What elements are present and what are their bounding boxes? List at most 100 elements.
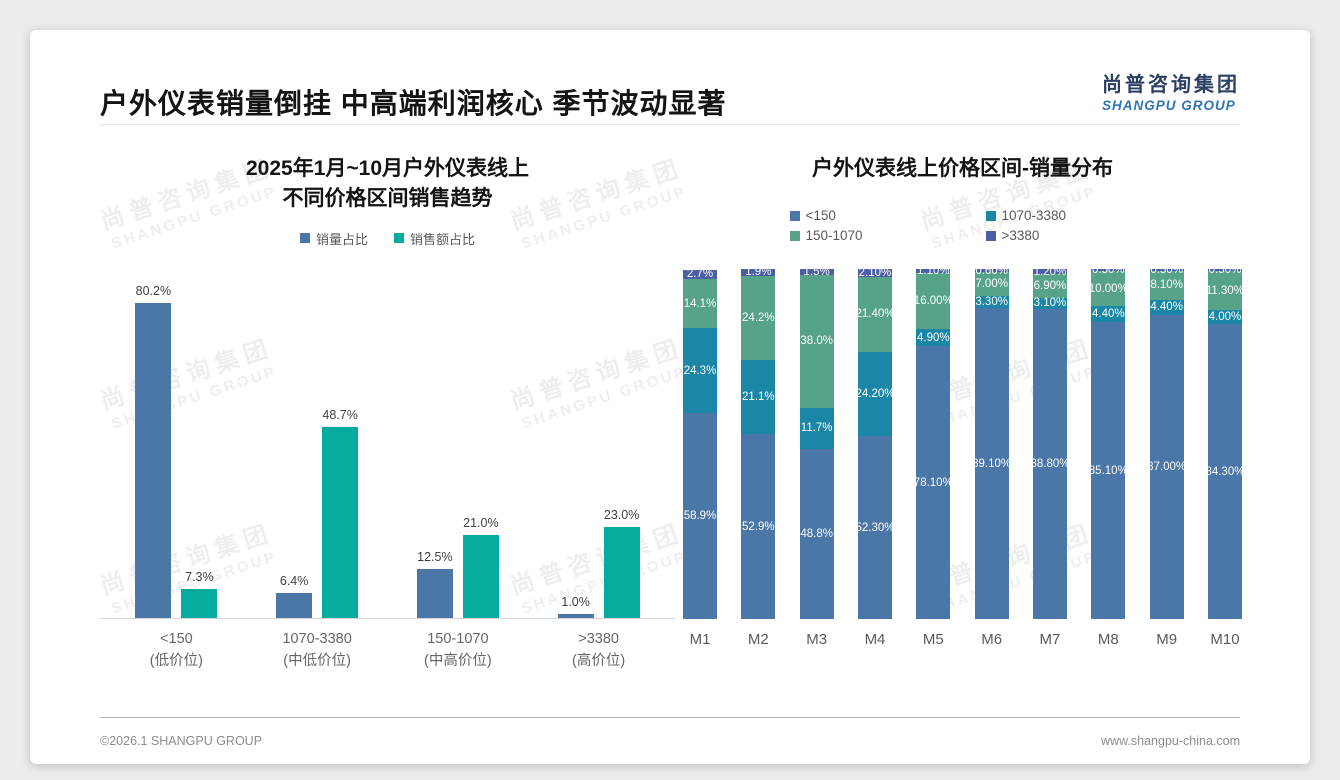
left-chart-plot: 80.2% 7.3% 6.4% 48.7% 12.5% 21.0% 1.0% 23.0% bbox=[100, 284, 675, 619]
bar-segment: 1.10% bbox=[916, 265, 951, 277]
x-axis-label: 1070-3380 (中低价位) bbox=[267, 629, 367, 673]
footer: ©2026.1 SHANGPU GROUP www.shangpu-china.… bbox=[100, 734, 1240, 748]
bar: 80.2% bbox=[135, 284, 172, 618]
bar-segment: 10.00% bbox=[1089, 271, 1128, 307]
bar-segment: 11.7% bbox=[799, 407, 834, 449]
segment-value-label: 48.8% bbox=[800, 528, 833, 541]
segment-value-label: 2.7% bbox=[686, 268, 714, 281]
legend-item: >3380 bbox=[985, 228, 1136, 244]
bar-segment: 24.20% bbox=[855, 351, 895, 437]
right-chart-legend: <150 1070-3380 150-1070 >3380 bbox=[675, 208, 1250, 243]
x-axis-label: M3 bbox=[806, 631, 828, 649]
segment-value-label: 0.50% bbox=[1091, 264, 1125, 277]
x-axis-label: M7 bbox=[1039, 631, 1061, 649]
legend-label: 1070-3380 bbox=[1001, 208, 1067, 224]
legend-item: <150 bbox=[789, 208, 940, 224]
x-axis-label: M9 bbox=[1156, 631, 1178, 649]
bar-segment: 38.0% bbox=[799, 274, 834, 408]
segment-value-label: 1.20% bbox=[1033, 265, 1067, 278]
segment-value-label: 3.30% bbox=[975, 295, 1008, 308]
bar-segment: 11.30% bbox=[1206, 270, 1244, 311]
legend-label: >3380 bbox=[1001, 228, 1040, 244]
legend-swatch bbox=[789, 230, 800, 241]
stacked-bar: 0.60% 7.00% 3.30% 89.10% bbox=[972, 265, 1011, 620]
legend-label: 150-1070 bbox=[805, 228, 863, 244]
segment-value-label: 58.9% bbox=[683, 510, 717, 523]
legend-label: 销量占比 bbox=[315, 231, 368, 247]
bar-segment: 0.50% bbox=[1207, 264, 1242, 276]
bar-segment: 52.9% bbox=[741, 434, 776, 620]
segment-value-label: 4.40% bbox=[1091, 307, 1125, 320]
legend-swatch bbox=[985, 210, 996, 221]
bar-value-label: 1.0% bbox=[561, 594, 590, 609]
page-title: 户外仪表销量倒挂 中高端利润核心 季节波动显著 bbox=[100, 88, 727, 119]
bar-segment: 3.10% bbox=[1032, 297, 1067, 310]
bar-value-label: 80.2% bbox=[135, 283, 172, 298]
bar-value-label: 48.7% bbox=[322, 407, 358, 422]
x-axis-label: 150-1070 (中高价位) bbox=[408, 629, 508, 673]
bar-segment: 87.00% bbox=[1147, 314, 1186, 620]
slide-card: 尚普咨询集团 SHANGPU GROUP 尚普咨询集团 SHANGPU GROUP 尚普… bbox=[30, 30, 1310, 764]
logo-chinese-text: 尚普咨询集团 bbox=[1102, 74, 1240, 96]
legend-label: <150 bbox=[805, 208, 836, 224]
bar-segment: 24.2% bbox=[741, 275, 776, 361]
right-chart-stacked-bar: 户外仪表线上价格区间-销量分布 <150 1070-3380 150-1070 >33… bbox=[675, 132, 1250, 672]
bar-segment: 4.90% bbox=[916, 328, 951, 347]
stacked-bar: 2.7% 14.1% 24.3% 58.9% bbox=[683, 268, 717, 620]
stacked-bar: 0.50% 11.30% 4.00% 84.30% bbox=[1205, 264, 1244, 620]
bar-segment: 84.30% bbox=[1205, 324, 1244, 620]
bar-segment: 78.10% bbox=[914, 346, 953, 620]
footer-divider bbox=[100, 717, 1240, 718]
bar: 6.4% bbox=[276, 574, 313, 618]
segment-value-label: 6.90% bbox=[1033, 279, 1067, 292]
bar-value-label: 7.3% bbox=[185, 570, 214, 585]
segment-value-label: 4.00% bbox=[1208, 311, 1242, 324]
segment-value-label: 52.9% bbox=[742, 520, 775, 533]
bar-segment: 24.3% bbox=[683, 328, 717, 414]
footer-copyright: ©2026.1 SHANGPU GROUP bbox=[100, 734, 263, 748]
segment-value-label: 24.3% bbox=[683, 364, 717, 377]
stacked-bar: 1.10% 16.00% 4.90% 78.10% bbox=[914, 265, 953, 620]
left-chart-grouped-bar: 2025年1月~10月户外仪表线上 不同价格区间销售趋势 销量占比 销售额占比 80… bbox=[100, 132, 675, 672]
bar: 48.7% bbox=[322, 408, 359, 618]
bar-segment: 48.8% bbox=[799, 448, 834, 620]
bar-group: 12.5% 21.0% bbox=[416, 288, 499, 618]
left-chart-x-axis: <150 (低价位) 1070-3380 (中低价位) 150-1070 (中高价位) >3… bbox=[100, 629, 675, 673]
segment-value-label: 24.20% bbox=[855, 388, 895, 400]
legend-item: 1070-3380 bbox=[985, 208, 1136, 224]
segment-value-label: 0.60% bbox=[975, 264, 1008, 277]
segment-value-label: 1.5% bbox=[803, 266, 830, 279]
bar-segment: 2.10% bbox=[857, 267, 892, 279]
stacked-bar: 0.50% 10.00% 4.40% 85.10% bbox=[1089, 264, 1128, 620]
x-axis-label: M10 bbox=[1210, 631, 1240, 649]
category-tier-name: (中低价位) bbox=[283, 652, 351, 669]
legend-swatch bbox=[789, 210, 800, 221]
bar-value-label: 23.0% bbox=[603, 508, 640, 523]
category-tier-name: (中高价位) bbox=[424, 652, 492, 669]
x-axis-label: M4 bbox=[864, 631, 886, 649]
legend-swatch bbox=[299, 233, 310, 244]
bar-segment: 14.1% bbox=[683, 279, 717, 329]
bar-segment: 6.90% bbox=[1032, 273, 1067, 298]
bar-value-label: 6.4% bbox=[279, 573, 309, 588]
category-price-range: <150 bbox=[160, 630, 193, 647]
legend-item: 150-1070 bbox=[789, 228, 940, 244]
x-axis-label: >3380 (高价位) bbox=[549, 629, 649, 673]
bar: 23.0% bbox=[603, 508, 640, 618]
header: 户外仪表销量倒挂 中高端利润核心 季节波动显著 尚普咨询集团 SHANGPU G… bbox=[100, 68, 1240, 122]
bar: 7.3% bbox=[181, 570, 218, 618]
bar-segment: 7.00% bbox=[974, 271, 1009, 297]
category-price-range: 150-1070 bbox=[427, 630, 489, 647]
bar-segment: 89.10% bbox=[972, 307, 1011, 620]
bar-segment: 88.80% bbox=[1030, 308, 1069, 620]
bar: 21.0% bbox=[462, 516, 499, 618]
bar-segment: 2.7% bbox=[683, 268, 717, 281]
category-tier-name: (高价位) bbox=[572, 652, 626, 669]
segment-value-label: 3.10% bbox=[1033, 297, 1067, 310]
segment-value-label: 11.7% bbox=[800, 422, 833, 435]
x-axis-label: M5 bbox=[922, 631, 944, 649]
segment-value-label: 14.1% bbox=[683, 297, 717, 310]
segment-value-label: 4.90% bbox=[917, 331, 950, 344]
stacked-bar: 1.5% 38.0% 11.7% 48.8% bbox=[799, 266, 834, 620]
bar-group: 6.4% 48.7% bbox=[276, 288, 359, 618]
